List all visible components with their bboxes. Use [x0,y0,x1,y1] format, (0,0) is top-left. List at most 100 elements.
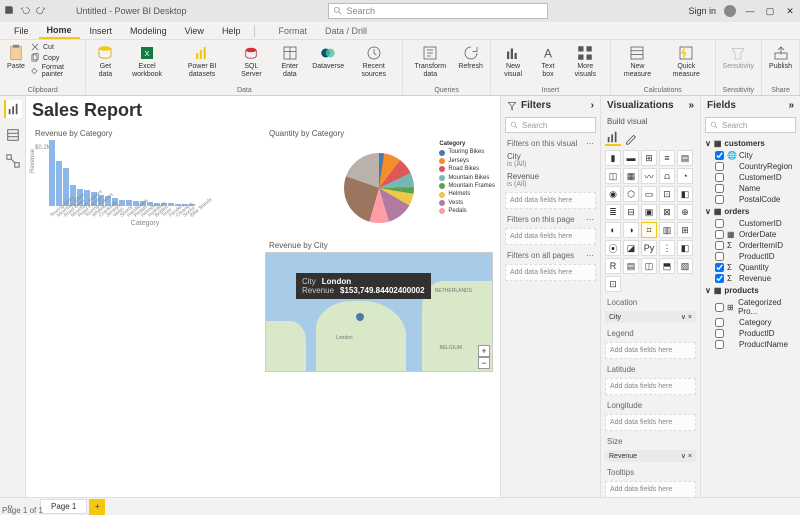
format-painter-button[interactable]: Format painter [30,64,81,78]
viz-type-icon[interactable]: ⬒ [659,258,675,274]
viz-type-icon[interactable]: ⊟ [623,204,639,220]
viz-type-icon[interactable]: ⌗ [641,222,657,238]
viz-type-icon[interactable]: ▬ [623,150,639,166]
sensitivity-button[interactable]: Sensitivity [720,42,758,73]
field-CustomerID[interactable]: CustomerID [705,172,796,183]
refresh-button[interactable]: Refresh [455,42,486,80]
user-avatar-icon[interactable] [724,5,736,17]
collapse-fields-icon[interactable]: » [788,100,794,111]
dataverse-button[interactable]: Dataverse [309,42,347,80]
viz-type-icon[interactable]: 〰 [641,168,657,184]
format-tab[interactable] [623,130,639,146]
bar-chart-visual[interactable]: Revenue by Category $0.2M Touring BikesM… [30,126,260,256]
viz-type-icon[interactable]: ▤ [623,258,639,274]
filter-all-well[interactable]: Add data fields here [505,264,596,281]
more-icon[interactable]: ⋯ [586,139,594,148]
viz-type-icon[interactable]: ⊡ [605,276,621,292]
table-orders[interactable]: ∨▦orders [705,205,796,218]
fields-search-input[interactable]: Search [705,117,796,133]
menu-file[interactable]: File [6,24,37,38]
viz-type-icon[interactable]: ◐ [605,222,621,238]
text-box-button[interactable]: AText box [533,42,562,80]
field-checkbox[interactable] [715,318,724,327]
legend-well[interactable]: Add data fields here [605,342,696,359]
table-products[interactable]: ∨▦products [705,284,796,297]
field-Name[interactable]: Name [705,183,796,194]
new-measure-button[interactable]: New measure [615,42,660,80]
paste-button[interactable]: Paste [4,42,28,78]
viz-type-icon[interactable]: ◔ [677,168,693,184]
field-checkbox[interactable] [715,195,724,204]
map-visual[interactable]: Revenue by City NETHERLANDS BELGIUM Lond… [264,238,494,373]
sql-server-button[interactable]: SQL Server [232,42,270,80]
field-checkbox[interactable] [715,303,724,312]
cut-button[interactable]: Cut [30,42,81,52]
viz-type-icon[interactable]: ▮ [605,150,621,166]
field-CustomerID[interactable]: CustomerID [705,218,796,229]
viz-type-icon[interactable]: ⊞ [641,150,657,166]
quick-measure-button[interactable]: Quick measure [662,42,711,80]
map-zoom[interactable]: + − [478,345,490,369]
viz-type-icon[interactable]: ⊠ [659,204,675,220]
signin-link[interactable]: Sign in [688,6,716,16]
menu-view[interactable]: View [177,24,212,38]
collapse-filters-icon[interactable]: › [591,100,594,111]
menu-insert[interactable]: Insert [82,24,121,38]
close-button[interactable]: ✕ [784,5,796,17]
longitude-well[interactable]: Add data fields here [605,414,696,431]
field-ProductID[interactable]: ProductID [705,251,796,262]
viz-type-icon[interactable]: ▭ [641,186,657,202]
excel-button[interactable]: XExcel workbook [122,42,172,80]
viz-type-icon[interactable]: Py [641,240,657,256]
undo-icon[interactable] [20,5,30,17]
field-OrderDate[interactable]: ▦OrderDate [705,229,796,240]
field-checkbox[interactable] [715,184,724,193]
global-search-input[interactable]: Search [328,3,548,19]
report-canvas[interactable]: Sales Report Revenue by Category $0.2M T… [26,96,500,497]
field-checkbox[interactable] [715,162,724,171]
viz-type-icon[interactable]: ⩍ [659,168,675,184]
viz-type-icon[interactable]: ≣ [605,204,621,220]
viz-type-icon[interactable]: ⦿ [605,240,621,256]
viz-type-icon[interactable]: ⊞ [677,222,693,238]
menu-modeling[interactable]: Modeling [122,24,175,38]
location-field-city[interactable]: City∨ × [605,311,696,323]
recent-sources-button[interactable]: Recent sources [349,42,398,80]
viz-type-icon[interactable]: ▤ [677,150,693,166]
get-data-button[interactable]: Get data [90,42,120,80]
latitude-well[interactable]: Add data fields here [605,378,696,395]
field-ProductID[interactable]: ProductID [705,328,796,339]
more-visuals-button[interactable]: More visuals [565,42,606,80]
tooltips-well[interactable]: Add data fields here [605,481,696,497]
field-Category[interactable]: Category [705,317,796,328]
viz-type-icon[interactable]: ◫ [605,168,621,184]
filter-visual-well[interactable]: Add data fields here [505,192,596,209]
viz-type-icon[interactable]: ⊡ [659,186,675,202]
field-checkbox[interactable] [715,340,724,349]
page-tab-1[interactable]: Page 1 [40,499,87,514]
chevron-down-icon[interactable]: ∨ [705,139,711,148]
model-view-button[interactable] [4,152,22,170]
bar[interactable] [49,140,55,207]
field-ProductName[interactable]: ProductName [705,339,796,350]
field-Revenue[interactable]: ΣRevenue [705,273,796,284]
field-City[interactable]: 🌐City [705,150,796,161]
viz-type-icon[interactable]: ≡ [659,150,675,166]
field-checkbox[interactable] [715,329,724,338]
viz-type-icon[interactable]: ⊕ [677,204,693,220]
filter-card-city[interactable]: Cityis (All) [501,150,600,170]
pbi-datasets-button[interactable]: Power BI datasets [174,42,230,80]
chevron-down-icon[interactable]: ∨ [705,286,711,295]
redo-icon[interactable] [36,5,46,17]
viz-type-icon[interactable]: ▨ [677,258,693,274]
menu-home[interactable]: Home [39,23,80,39]
field-checkbox[interactable] [715,151,724,160]
field-checkbox[interactable] [715,263,724,272]
new-visual-button[interactable]: New visual [495,42,531,80]
pie-chart-visual[interactable]: Quantity by Category CategoryTouring Bik… [264,126,494,236]
menu-datadrill[interactable]: Data / Drill [317,24,375,38]
menu-help[interactable]: Help [214,24,249,38]
menu-format[interactable]: Format [270,24,315,38]
field-Quantity[interactable]: ΣQuantity [705,262,796,273]
chevron-down-icon[interactable]: ∨ [705,207,711,216]
